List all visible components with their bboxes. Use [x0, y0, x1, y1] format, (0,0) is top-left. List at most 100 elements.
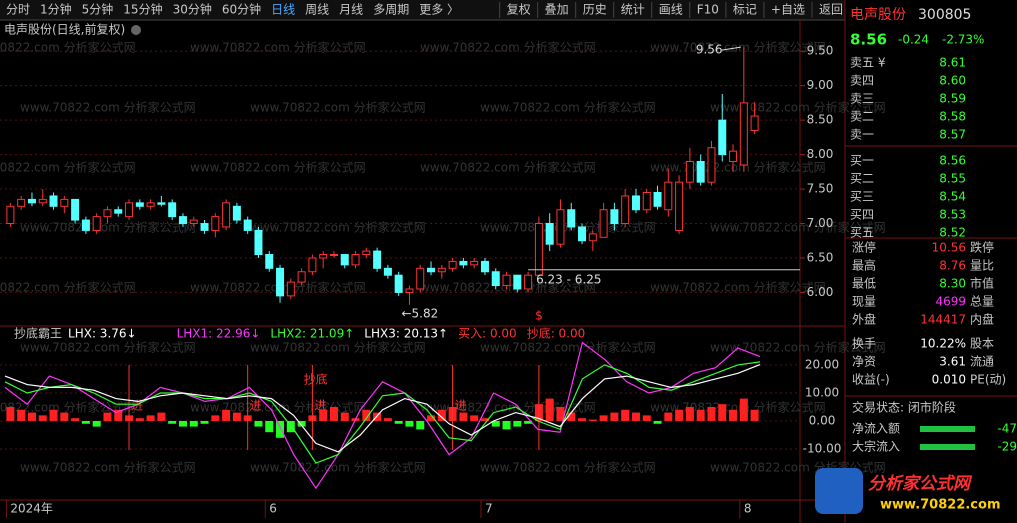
period-tab[interactable]: 60分钟 — [222, 2, 261, 17]
signal-label: 进 — [131, 399, 143, 413]
histogram-bar — [211, 415, 220, 421]
stat-label: 涨停 — [852, 240, 876, 255]
histogram-bar — [362, 409, 371, 421]
period-tab[interactable]: 月线 — [339, 3, 363, 17]
toolbar-button[interactable]: 标记 — [733, 3, 757, 17]
candle-body — [265, 254, 274, 269]
watermark: www.70822.com 分析家公式网 — [420, 400, 596, 415]
histogram-bar — [631, 412, 640, 421]
watermark: www.70822.com 分析家公式网 — [0, 280, 136, 295]
y-tick-label: 9.00 — [807, 78, 834, 92]
candle-body — [631, 195, 640, 211]
histogram-bar — [556, 406, 565, 421]
candle-body — [222, 202, 231, 228]
annotation: ←5.82 — [401, 306, 438, 320]
candle-body — [146, 202, 155, 207]
toolbar — [0, 0, 845, 20]
annotation: 6.23 - 6.25 — [536, 272, 601, 286]
histogram-bar — [750, 409, 759, 421]
candle-body — [297, 271, 306, 283]
period-tab[interactable]: 1分钟 — [40, 2, 72, 17]
period-tab[interactable]: 5分钟 — [82, 2, 114, 17]
toolbar-button[interactable]: 历史 — [583, 3, 607, 17]
watermark: www.70822.com 分析家公式网 — [0, 40, 136, 55]
candle-body — [81, 219, 90, 231]
logo-url: www.70822.com — [880, 498, 1001, 513]
toolbar-button[interactable]: 画线 — [659, 3, 683, 17]
toolbar-button[interactable]: 复权 — [507, 3, 531, 17]
toolbar-button[interactable]: F10 — [697, 3, 719, 17]
candle-body — [71, 198, 80, 221]
dropdown-icon[interactable] — [131, 25, 141, 35]
y-tick-label: -10.00 — [803, 442, 842, 456]
candle-body — [329, 254, 338, 257]
toolbar-button[interactable]: 叠加 — [545, 3, 569, 17]
flow-bar — [920, 426, 975, 432]
stat-value: 8.30 — [939, 277, 966, 291]
histogram-bar — [17, 409, 26, 421]
candle-body — [480, 260, 489, 273]
watermark: www.70822.com 分析家公式网 — [250, 340, 426, 355]
watermark: www.70822.com 分析家公式网 — [480, 460, 656, 475]
period-tab[interactable]: 分时 — [6, 3, 30, 17]
period-tab[interactable]: 15分钟 — [123, 2, 162, 17]
order-label: 卖二 — [850, 110, 874, 124]
candle-body — [599, 209, 608, 238]
candle-body — [664, 181, 673, 211]
toolbar-button[interactable]: 返回 — [819, 3, 843, 17]
watermark: www.70822.com 分析家公式网 — [190, 400, 366, 415]
period-tab[interactable]: 周线 — [305, 3, 329, 17]
histogram-bar — [459, 412, 468, 421]
histogram-bar — [675, 409, 684, 421]
histogram-bar — [319, 409, 328, 421]
candle-body — [653, 192, 662, 207]
candle-body — [383, 267, 392, 276]
period-tab[interactable]: 多周期 — [373, 3, 409, 17]
candle-body — [524, 274, 533, 290]
toolbar-button[interactable]: 统计 — [621, 3, 645, 17]
x-tick-label: 8 — [744, 502, 752, 516]
histogram-bar — [610, 412, 619, 421]
candle-body — [394, 274, 403, 293]
order-label: 买二 — [850, 172, 874, 186]
order-price: 8.59 — [939, 92, 966, 106]
period-tab[interactable]: 日线 — [271, 3, 295, 17]
stat-label: 股本 — [970, 337, 994, 351]
watermark: www.70822.com 分析家公式网 — [420, 160, 596, 175]
candle-body — [545, 223, 554, 245]
candle-body — [502, 274, 511, 287]
chart-title: 电声股份(日线,前复权) — [4, 22, 125, 37]
histogram-bar — [470, 415, 479, 421]
histogram-bar — [340, 412, 349, 421]
watermark: www.70822.com 分析家公式网 — [420, 280, 596, 295]
x-tick-label: 6 — [269, 502, 277, 516]
candle-body — [621, 195, 630, 225]
logo-badge — [815, 468, 863, 514]
annotation-arrow — [721, 46, 741, 51]
candle-body — [27, 198, 36, 204]
histogram-bar — [232, 412, 241, 421]
toolbar-button[interactable]: +自选 — [771, 3, 805, 17]
period-tab[interactable]: 更多 〉 — [419, 3, 459, 17]
watermark: www.70822.com 分析家公式网 — [650, 400, 826, 415]
candle-body — [189, 219, 198, 225]
order-price: 8.61 — [939, 56, 966, 70]
histogram-bar — [653, 420, 662, 424]
candle-body — [437, 267, 446, 273]
watermark: www.70822.com 分析家公式网 — [710, 340, 886, 355]
candle-body — [211, 216, 220, 231]
y-tick-label: 6.50 — [807, 250, 834, 264]
histogram-bar — [642, 415, 651, 421]
y-tick-label: 7.50 — [807, 182, 834, 196]
histogram-bar — [707, 406, 716, 421]
candle-body — [459, 260, 468, 266]
histogram-bar — [685, 406, 694, 421]
period-tab[interactable]: 30分钟 — [173, 2, 212, 17]
watermark: www.70822.com 分析家公式网 — [20, 460, 196, 475]
candle-body — [135, 202, 144, 207]
stat-value: 0.010 — [932, 373, 966, 387]
candle-body — [49, 195, 58, 207]
stat-value: 4699 — [935, 295, 966, 309]
order-price: 8.55 — [939, 172, 966, 186]
